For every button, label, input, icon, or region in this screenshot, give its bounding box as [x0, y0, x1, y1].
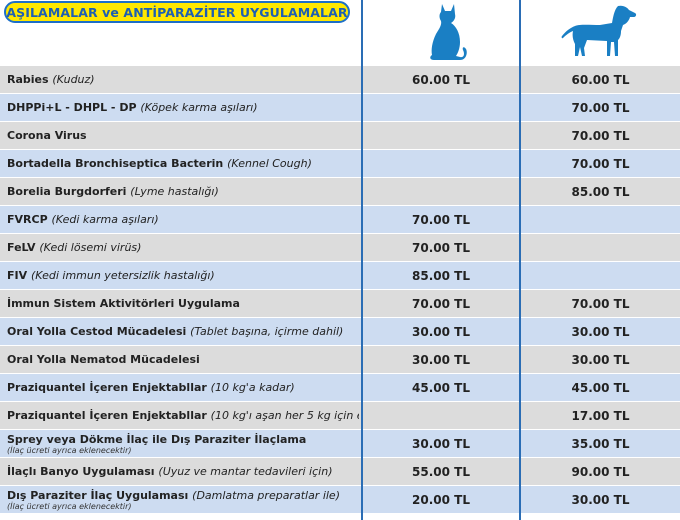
service-subnote: (İlaç ücreti ayrıca eklenecektir)	[7, 445, 132, 455]
dog-price: 45.00 TL	[571, 380, 630, 395]
table-row: İmmun Sistem Aktivitörleri Uygulama 70.0…	[0, 290, 680, 318]
dog-price: 35.00 TL	[571, 436, 630, 451]
price-table: Rabies (Kuduz) 60.00 TL 60.00 TL DHPPi+L…	[0, 66, 680, 514]
column-divider-left	[361, 0, 363, 520]
dog-price: 70.00 TL	[571, 128, 630, 143]
table-row: FVRCP (Kedi karma aşıları) 70.00 TL	[0, 206, 680, 234]
service-name: Praziquantel İçeren Enjektabllar (10 kg'…	[7, 381, 295, 394]
table-row: Praziquantel İçeren Enjektabllar (10 kg'…	[0, 402, 680, 430]
service-name: Dış Paraziter İlaç Uygulaması (Damlatma …	[7, 486, 359, 513]
table-row: DHPPi+L - DHPL - DP (Köpek karma aşıları…	[0, 94, 680, 122]
service-name: Sprey veya Dökme İlaç ile Dış Paraziter …	[7, 430, 359, 457]
dog-price: 70.00 TL	[571, 296, 630, 311]
dog-price: 70.00 TL	[571, 156, 630, 171]
service-name: FeLV (Kedi lösemi virüs)	[7, 241, 142, 254]
service-name: Praziquantel İçeren Enjektabllar (10 kg'…	[7, 409, 359, 422]
cat-icon	[430, 4, 467, 60]
cat-price: 60.00 TL	[412, 72, 470, 87]
dog-price	[521, 234, 680, 261]
dog-price: 30.00 TL	[571, 352, 630, 367]
cat-price: 70.00 TL	[412, 212, 470, 227]
service-name: Rabies (Kuduz)	[7, 73, 95, 86]
table-row: Oral Yolla Nematod Mücadelesi 30.00 TL 3…	[0, 346, 680, 374]
dog-price: 60.00 TL	[571, 72, 630, 87]
table-row: Oral Yolla Cestod Mücadelesi (Tablet baş…	[0, 318, 680, 346]
cat-price: 45.00 TL	[412, 380, 470, 395]
table-row: Dış Paraziter İlaç Uygulaması (Damlatma …	[0, 486, 680, 514]
table-row: Praziquantel İçeren Enjektabllar (10 kg'…	[0, 374, 680, 402]
cat-price: 30.00 TL	[412, 352, 470, 367]
cat-price	[363, 94, 519, 121]
page-title: AŞILAMALAR ve ANTİPARAZİTER UYGULAMALAR	[4, 1, 350, 23]
table-header: AŞILAMALAR ve ANTİPARAZİTER UYGULAMALAR	[0, 0, 680, 66]
service-name: FVRCP (Kedi karma aşıları)	[7, 213, 159, 226]
dog-icon	[561, 5, 637, 56]
cat-price: 70.00 TL	[412, 240, 470, 255]
table-row: Corona Virus 70.00 TL	[0, 122, 680, 150]
service-name: Borelia Burgdorferi (Lyme hastalığı)	[7, 185, 219, 198]
table-row: İlaçlı Banyo Uygulaması (Uyuz ve mantar …	[0, 458, 680, 486]
dog-price: 30.00 TL	[571, 324, 630, 339]
dog-price: 30.00 TL	[571, 492, 630, 507]
cat-price	[363, 402, 519, 429]
cat-price: 70.00 TL	[412, 296, 470, 311]
column-divider-right	[519, 0, 521, 520]
service-name: FIV (Kedi immun yetersizlik hastalığı)	[7, 269, 215, 282]
cat-price: 20.00 TL	[412, 492, 470, 507]
service-name: Corona Virus	[7, 129, 87, 142]
service-name: Oral Yolla Nematod Mücadelesi	[7, 353, 200, 366]
table-row: Rabies (Kuduz) 60.00 TL 60.00 TL	[0, 66, 680, 94]
dog-price: 17.00 TL	[571, 408, 630, 423]
service-subnote: (İlaç ücreti ayrıca eklenecektir)	[7, 501, 132, 511]
dog-price: 85.00 TL	[571, 184, 630, 199]
dog-price	[521, 206, 680, 233]
dog-price	[521, 262, 680, 289]
dog-price: 70.00 TL	[571, 100, 630, 115]
cat-price	[363, 178, 519, 205]
service-name: İmmun Sistem Aktivitörleri Uygulama	[7, 297, 240, 310]
cat-price: 55.00 TL	[412, 464, 470, 479]
service-name: İlaçlı Banyo Uygulaması (Uyuz ve mantar …	[7, 465, 333, 478]
cat-price: 30.00 TL	[412, 436, 470, 451]
table-row: Borelia Burgdorferi (Lyme hastalığı) 85.…	[0, 178, 680, 206]
cat-price: 85.00 TL	[412, 268, 470, 283]
dog-price: 90.00 TL	[571, 464, 630, 479]
table-row: FeLV (Kedi lösemi virüs) 70.00 TL	[0, 234, 680, 262]
service-name: Bortadella Bronchiseptica Bacterin (Kenn…	[7, 157, 312, 170]
service-name: Oral Yolla Cestod Mücadelesi (Tablet baş…	[7, 325, 344, 338]
table-row: Sprey veya Dökme İlaç ile Dış Paraziter …	[0, 430, 680, 458]
table-row: Bortadella Bronchiseptica Bacterin (Kenn…	[0, 150, 680, 178]
cat-price	[363, 122, 519, 149]
table-row: FIV (Kedi immun yetersizlik hastalığı) 8…	[0, 262, 680, 290]
service-name: DHPPi+L - DHPL - DP (Köpek karma aşıları…	[7, 101, 258, 114]
cat-price: 30.00 TL	[412, 324, 470, 339]
cat-price	[363, 150, 519, 177]
